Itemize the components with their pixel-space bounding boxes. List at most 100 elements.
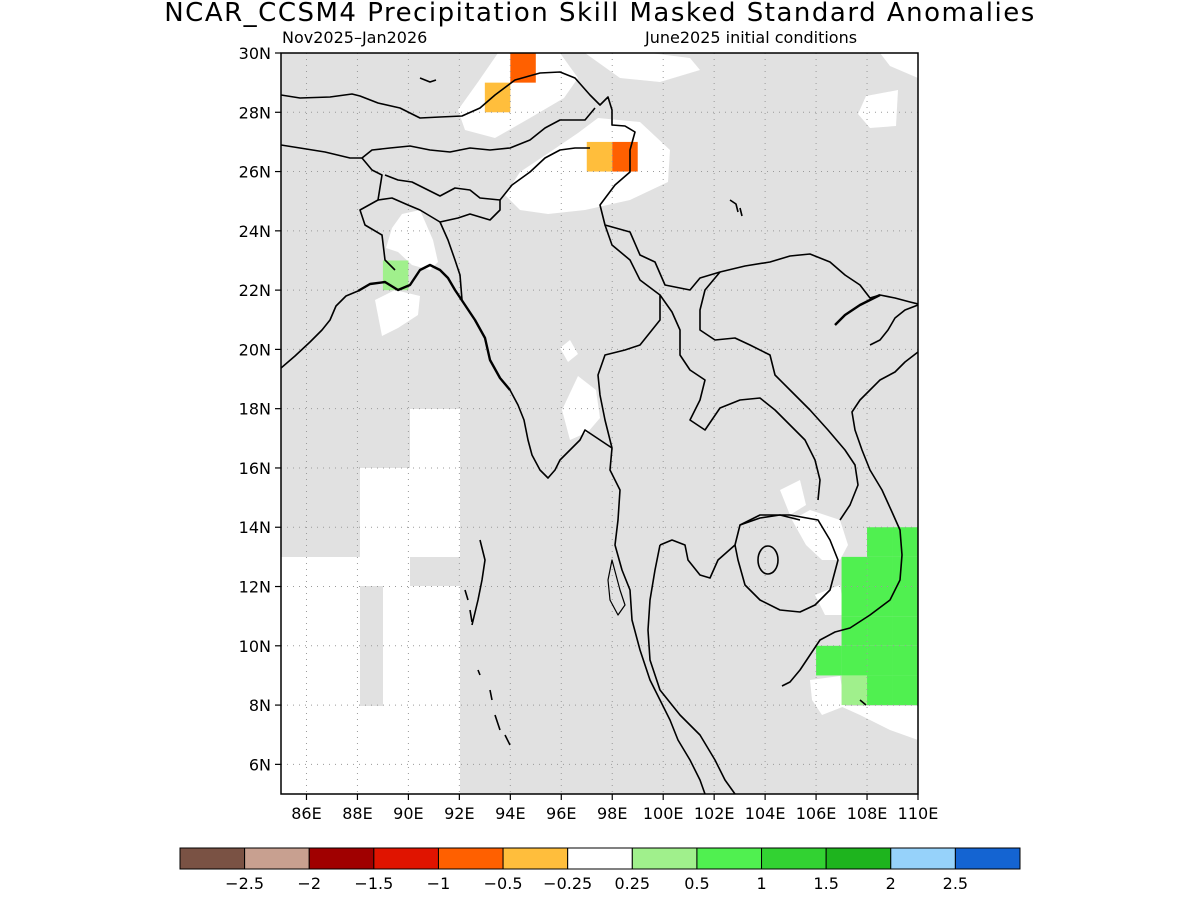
bangladesh-border	[377, 174, 501, 223]
colorbar-swatch-0	[179, 847, 246, 870]
lon-tick-label: 96E	[546, 804, 576, 823]
colorbar-label-7: 0.5	[684, 874, 709, 893]
con-dao-islands	[859, 699, 867, 706]
anomaly-cell-14	[867, 616, 893, 646]
india-interior	[419, 77, 437, 83]
lon-tick-label: 88E	[342, 804, 372, 823]
anomaly-cell-2	[586, 141, 613, 172]
anomaly-cell-17	[841, 645, 868, 676]
lon-tick-label: 106E	[796, 804, 837, 823]
andaman-islands-2	[464, 589, 473, 623]
china-south-coast	[869, 304, 918, 346]
myanmar-thailand-border	[597, 224, 706, 794]
anomaly-cell-6	[892, 527, 918, 557]
colorbar-label-2: −1.5	[354, 874, 393, 893]
coastlines-and-borders	[281, 71, 918, 794]
map-plot-area	[281, 53, 918, 794]
cambodia-border	[734, 514, 839, 613]
lat-tick-label: 10N	[239, 637, 271, 656]
colorbar-label-4: −0.5	[484, 874, 523, 893]
lat-tick-label: 18N	[239, 400, 271, 419]
colorbar-swatch-8	[696, 847, 763, 870]
lat-tick-label: 6N	[249, 755, 271, 774]
colorbar-label-0: −2.5	[225, 874, 264, 893]
myanmar-coast	[509, 389, 613, 479]
lon-tick-label: 102E	[694, 804, 735, 823]
colorbar-swatch-9	[761, 847, 827, 870]
colorbar-swatch-6	[567, 847, 633, 870]
colorbar-label-10: 2	[886, 874, 896, 893]
anomaly-cell-7	[841, 556, 868, 587]
anomaly-cell-22	[892, 675, 918, 706]
colorbar-label-3: −1	[427, 874, 451, 893]
colorbar-swatch-7	[631, 847, 698, 870]
map-gridlines	[281, 53, 918, 794]
india-coast	[281, 290, 359, 369]
initial-conditions: June2025 initial conditions	[645, 28, 858, 47]
colorbar-label-9: 1.5	[813, 874, 838, 893]
anomaly-cell-21	[867, 675, 893, 706]
anomaly-cell-19	[892, 645, 918, 676]
lat-tick-label: 30N	[239, 44, 271, 63]
colorbar-label-6: 0.25	[614, 874, 650, 893]
colorbar-label-11: 2.5	[943, 874, 968, 893]
lon-tick-label: 98E	[597, 804, 627, 823]
colorbar-swatch-5	[502, 847, 569, 870]
laos-vietnam-border	[699, 271, 859, 521]
colorbar-swatch-4	[437, 847, 504, 870]
lat-tick-label: 14N	[239, 518, 271, 537]
anomaly-cell-8	[867, 556, 893, 587]
lat-tick-label: 28N	[239, 103, 271, 122]
nepal-bhutan-border	[281, 107, 596, 159]
anomaly-cell-10	[841, 586, 868, 617]
myanmar-interior	[499, 147, 590, 201]
himalaya-border	[281, 71, 918, 305]
anomaly-cell-18	[867, 645, 893, 676]
colorbar-swatch-2	[308, 847, 375, 870]
lat-tick-label: 8N	[249, 696, 271, 715]
sikkim-border	[359, 157, 396, 271]
anomaly-cells	[382, 53, 918, 706]
lon-tick-label: 86E	[291, 804, 321, 823]
colorbar-swatch-3	[373, 847, 439, 870]
anomaly-cell-13	[841, 616, 868, 646]
latitude-axis: 6N 8N 10N 12N 14N 16N 18N 20N 22N 24N 26N 28N 30N	[239, 44, 281, 774]
lat-tick-label: 26N	[239, 163, 271, 182]
lon-tick-label: 100E	[643, 804, 684, 823]
anomaly-cell-4	[382, 260, 409, 291]
colorbar-swatch-1	[244, 847, 310, 870]
andaman-islands	[471, 539, 486, 626]
lon-tick-label: 92E	[444, 804, 474, 823]
longitude-axis: 86E 88E 90E 92E 94E 96E 98E 100E 102E 104E 106E 108…	[291, 794, 938, 823]
colorbar: −2.5 −2 −1.5 −1 −0.5 −0.25 0.25 0.5 1 1.5 2 2.5	[179, 847, 1021, 893]
lat-tick-label: 24N	[239, 222, 271, 241]
lon-tick-label: 110E	[898, 804, 939, 823]
mergui-archipelago	[607, 559, 626, 616]
nicobar-islands	[477, 669, 511, 746]
colorbar-label-8: 1	[756, 874, 766, 893]
lon-tick-label: 94E	[495, 804, 525, 823]
anomaly-cell-12	[892, 586, 918, 617]
anomaly-cell-16	[816, 645, 842, 676]
lat-tick-label: 16N	[239, 459, 271, 478]
colorbar-label-5: −0.25	[543, 874, 592, 893]
bangladesh-east-border	[439, 221, 463, 301]
islands-northeast	[729, 199, 743, 217]
thailand-laos-border	[659, 294, 821, 501]
lon-tick-label: 108E	[847, 804, 888, 823]
forecast-period: Nov2025–Jan2026	[282, 28, 428, 47]
plot-frame	[280, 52, 919, 795]
red-river-delta	[834, 293, 881, 326]
map-title: NCAR_CCSM4 Precipitation Skill Masked St…	[164, 0, 1036, 28]
lat-tick-label: 12N	[239, 578, 271, 597]
lon-tick-label: 104E	[745, 804, 786, 823]
colorbar-swatch-11	[890, 847, 956, 870]
vietnam-coast	[781, 351, 918, 687]
anomaly-cell-20	[841, 675, 868, 706]
gulf-of-thailand-coast	[659, 514, 801, 579]
colorbar-label-1: −2	[297, 874, 321, 893]
lon-tick-label: 90E	[393, 804, 423, 823]
malay-peninsula-east	[647, 544, 736, 794]
lat-tick-label: 22N	[239, 281, 271, 300]
